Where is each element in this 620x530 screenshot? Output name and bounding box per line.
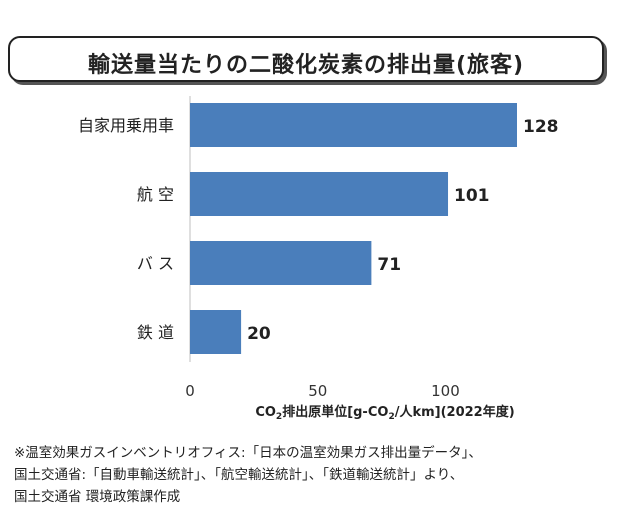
- data-label-2: 71: [377, 255, 401, 275]
- source-footnote: ※温室効果ガスインベントリオフィス:「日本の温室効果ガス排出量データ」、 国土交…: [14, 442, 482, 508]
- data-label-0: 128: [523, 117, 559, 137]
- category-label-3: 鉄 道: [137, 323, 174, 342]
- data-labels: 128 101 71 20: [247, 117, 558, 344]
- bar-0: [190, 103, 517, 147]
- x-tick-labels: 0 50 100: [185, 382, 460, 400]
- data-label-3: 20: [247, 324, 271, 344]
- category-label-1: 航 空: [137, 185, 174, 204]
- chart-title-box: 輸送量当たりの二酸化炭素の排出量(旅客): [8, 36, 604, 82]
- data-label-1: 101: [454, 186, 490, 206]
- x-tick-label-0: 0: [185, 382, 195, 400]
- chart-title: 輸送量当たりの二酸化炭素の排出量(旅客): [87, 53, 525, 78]
- category-label-2: バ ス: [137, 254, 174, 273]
- footnote-line-1: ※温室効果ガスインベントリオフィス:「日本の温室効果ガス排出量データ」、: [14, 445, 482, 461]
- footnote-line-2: 国土交通省:「自動車輸送統計」、「航空輸送統計」、「鉄道輸送統計」より、: [14, 467, 464, 483]
- x-tick-label-1: 50: [308, 382, 327, 400]
- bar-2: [190, 241, 372, 285]
- x-axis-label: CO2排出原単位[g-CO2/人km](2022年度): [255, 404, 514, 422]
- bar-1: [190, 172, 449, 216]
- bar-3: [190, 310, 242, 354]
- category-label-0: 自家用乗用車: [78, 116, 174, 135]
- bars-group: [190, 103, 517, 354]
- footnote-line-3: 国土交通省 環境政策課作成: [14, 489, 181, 505]
- x-tick-label-2: 100: [431, 382, 460, 400]
